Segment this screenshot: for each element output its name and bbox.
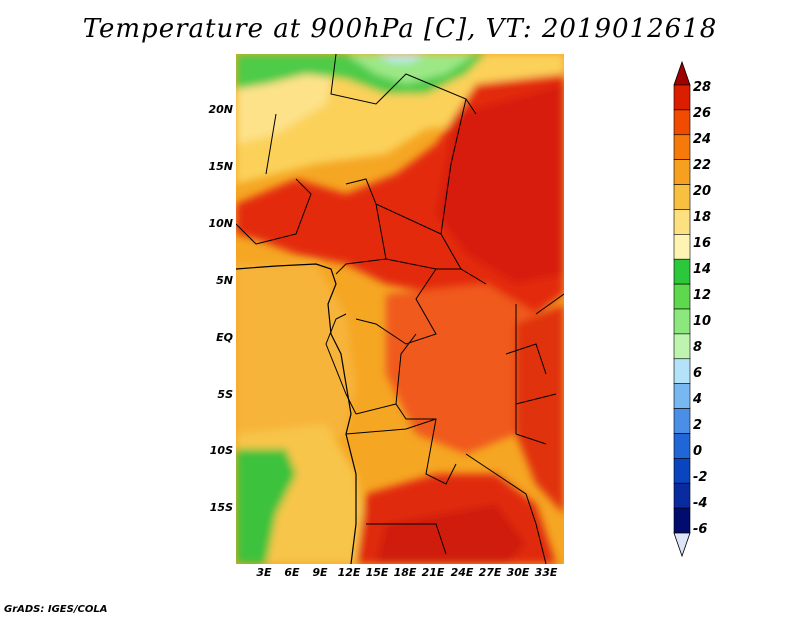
temperature-map [236,54,564,564]
legend-label-6: 6 [693,366,703,381]
legend-top-triangle [673,60,691,86]
legend-label-24: 24 [693,132,712,147]
legend-label-16: 16 [693,236,712,251]
legend-color-box [673,209,691,235]
legend-bottom-triangle [673,532,691,558]
legend-label-2: 2 [693,418,703,433]
legend-color-box [673,184,691,210]
lat-label-20n: 20N [208,103,233,116]
legend-color-box [673,433,691,459]
lon-label-30e: 30E [506,566,530,579]
legend-color-box [673,159,691,185]
color-legend [673,60,691,558]
legend-color-box [673,258,691,285]
legend-color-box [673,333,691,360]
legend-color-box [673,408,691,434]
legend-color-box [673,109,691,136]
lon-label-18e: 18E [393,566,417,579]
legend-color-box [673,134,691,160]
legend-label-4: 4 [693,392,703,407]
plot-title: Temperature at 900hPa [C], VT: 201901261… [82,14,718,44]
legend-color-box [673,358,691,384]
legend-color-box [673,84,691,111]
legend-label-26: 26 [693,106,712,121]
lon-label-9e: 9E [312,566,328,579]
legend-label-minus6: -6 [693,522,708,537]
country-borders [236,54,564,564]
legend-color-box [673,234,691,260]
lat-label-10n: 10N [208,217,233,230]
lon-label-27e: 27E [478,566,502,579]
legend-label-0: 0 [693,444,703,459]
lon-label-3e: 3E [256,566,272,579]
lat-label-eq: EQ [216,331,233,344]
lat-label-10s: 10S [209,444,233,457]
legend-label-28: 28 [693,80,712,95]
lat-label-15n: 15N [208,160,233,173]
grads-credit: GrADS: IGES/COLA [4,604,108,615]
field-west-coast [236,264,356,454]
lon-label-24e: 24E [450,566,474,579]
lat-label-15s: 15S [209,501,233,514]
legend-color-box [673,283,691,310]
legend-color-box [673,383,691,409]
field-east-deep-red [436,84,564,284]
lat-label-5n: 5N [216,274,233,287]
legend-label-20: 20 [693,184,712,199]
lon-label-21e: 21E [421,566,445,579]
lon-label-15e: 15E [365,566,389,579]
legend-label-14: 14 [693,262,712,277]
field-congo-orange [386,284,546,454]
lon-label-33e: 33E [534,566,558,579]
legend-label-12: 12 [693,288,712,303]
legend-label-minus4: -4 [693,496,708,511]
legend-label-8: 8 [693,340,703,355]
lon-label-12e: 12E [337,566,361,579]
legend-color-box [673,507,691,534]
field-south-deep [376,504,526,564]
legend-label-minus2: -2 [693,470,708,485]
legend-label-22: 22 [693,158,712,173]
legend-label-18: 18 [693,210,712,225]
legend-color-box [673,482,691,509]
field-blue-cap [376,54,426,62]
field-sw-green [236,449,296,564]
field-green-light [346,54,476,84]
lon-label-6e: 6E [284,566,300,579]
legend-color-box [673,308,691,335]
legend-label-10: 10 [693,314,712,329]
lat-label-5s: 5S [217,388,233,401]
field-east-red [516,304,564,514]
legend-color-box [673,458,691,484]
